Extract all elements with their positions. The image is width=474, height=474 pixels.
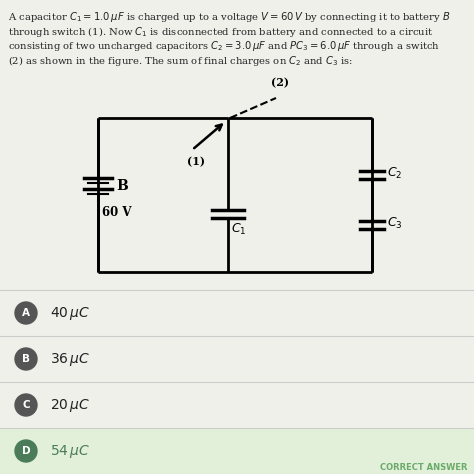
Text: A capacitor $C_1 = 1.0\,\mu F$ is charged up to a voltage $V = 60\,V$ by connect: A capacitor $C_1 = 1.0\,\mu F$ is charge… — [8, 10, 451, 24]
Text: (2): (2) — [271, 77, 289, 88]
Text: CORRECT ANSWER: CORRECT ANSWER — [381, 463, 468, 472]
Text: $54\,\mu C$: $54\,\mu C$ — [50, 443, 91, 459]
Text: A: A — [22, 308, 30, 318]
Circle shape — [15, 440, 37, 462]
Text: consisting of two uncharged capacitors $C_2 = 3.0\,\mu F$ and $PC_3 = 6.0\,\mu F: consisting of two uncharged capacitors $… — [8, 39, 440, 53]
Text: 60 V: 60 V — [102, 206, 131, 219]
Circle shape — [15, 302, 37, 324]
Text: $C_2$: $C_2$ — [387, 165, 402, 181]
Text: (2) as shown in the figure. The sum of final charges on $C_2$ and $C_3$ is:: (2) as shown in the figure. The sum of f… — [8, 54, 353, 67]
Text: $20\,\mu C$: $20\,\mu C$ — [50, 396, 91, 413]
Text: $40\,\mu C$: $40\,\mu C$ — [50, 304, 91, 321]
Bar — [0, 428, 474, 474]
Text: $C_1$: $C_1$ — [231, 222, 246, 237]
Text: $36\,\mu C$: $36\,\mu C$ — [50, 350, 91, 367]
Text: through switch (1). Now $C_1$ is disconnected from battery and connected to a ci: through switch (1). Now $C_1$ is disconn… — [8, 25, 433, 38]
Text: (1): (1) — [187, 156, 205, 167]
Text: B: B — [22, 354, 30, 364]
Circle shape — [15, 394, 37, 416]
Text: B: B — [116, 179, 128, 193]
Text: D: D — [22, 446, 30, 456]
Text: $C_3$: $C_3$ — [387, 216, 402, 230]
Text: C: C — [22, 400, 30, 410]
Circle shape — [15, 348, 37, 370]
